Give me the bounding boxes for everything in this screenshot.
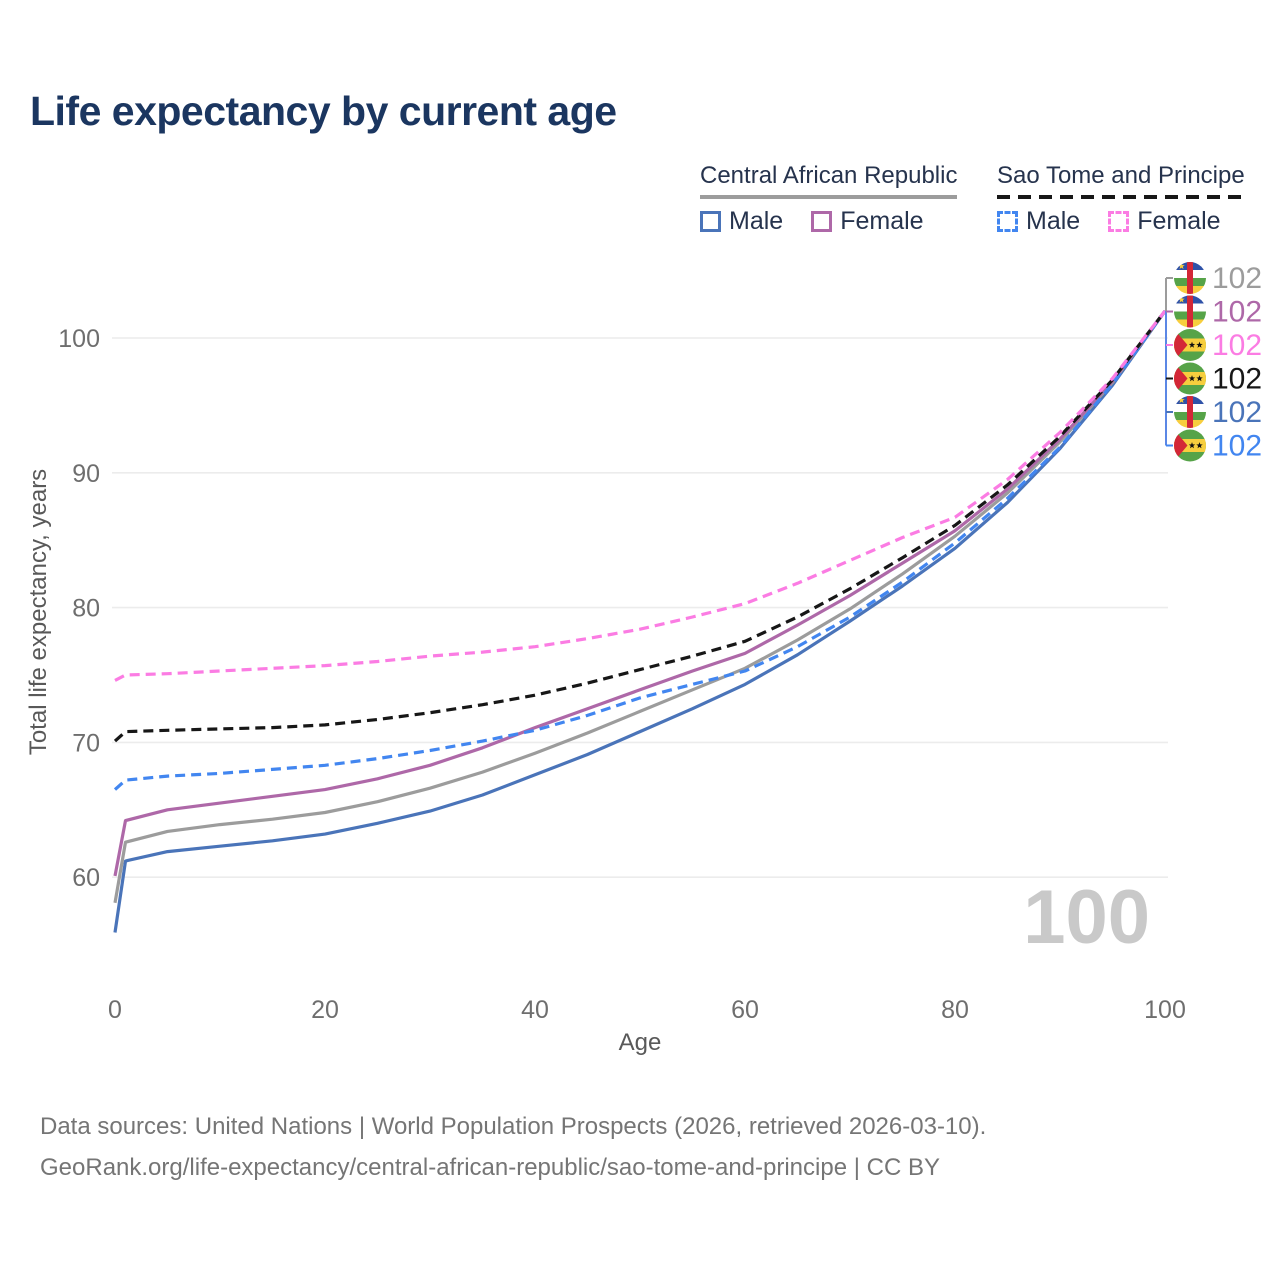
y-tick-70: 70 bbox=[72, 729, 100, 757]
legend-title-sao-tome-and-principe[interactable]: Sao Tome and Principe bbox=[997, 162, 1245, 189]
end-value-car-average: 102 bbox=[1212, 262, 1262, 295]
legend-underline-solid bbox=[700, 195, 958, 199]
x-tick-100: 100 bbox=[1144, 996, 1186, 1024]
legend-items-car: Male Female bbox=[700, 207, 957, 236]
car-flag-icon bbox=[1174, 296, 1206, 328]
series-line-car-male[interactable] bbox=[113, 310, 1167, 933]
end-label-stp-female[interactable]: 102 bbox=[1174, 329, 1262, 362]
series-lines bbox=[113, 310, 1167, 933]
legend-label-car-male: Male bbox=[729, 207, 784, 235]
legend-items-stp: Male Female bbox=[997, 207, 1245, 236]
y-axis-title: Total life expectancy, years bbox=[25, 469, 52, 755]
georank-url-line: GeoRank.org/life-expectancy/central-afri… bbox=[40, 1154, 940, 1181]
legend-label-stp-male: Male bbox=[1026, 207, 1081, 235]
y-tick-80: 80 bbox=[72, 595, 100, 623]
x-tick-40: 40 bbox=[521, 996, 549, 1024]
leader-lines bbox=[1165, 277, 1173, 447]
y-tick-90: 90 bbox=[72, 460, 100, 488]
x-tick-0: 0 bbox=[108, 996, 122, 1024]
legend-label-car-female: Female bbox=[840, 207, 924, 235]
car-flag-icon bbox=[1174, 396, 1206, 428]
series-line-stp-male[interactable] bbox=[113, 310, 1167, 791]
series-line-stp-average[interactable] bbox=[113, 310, 1167, 743]
end-label-car-female[interactable]: 102 bbox=[1174, 295, 1262, 329]
car-flag-icon bbox=[1174, 262, 1206, 294]
legend-label-stp-female: Female bbox=[1137, 207, 1221, 235]
stp-flag-icon bbox=[1174, 430, 1206, 462]
x-tick-20: 20 bbox=[311, 996, 339, 1024]
series-line-car-average[interactable] bbox=[113, 310, 1167, 904]
end-value-stp-male: 102 bbox=[1212, 430, 1262, 463]
data-sources-line: Data sources: United Nations | World Pop… bbox=[40, 1113, 987, 1140]
legend-item-car-female[interactable]: Female bbox=[811, 207, 924, 236]
end-value-stp-female: 102 bbox=[1212, 329, 1262, 362]
legend-item-stp-female[interactable]: Female bbox=[1108, 207, 1221, 236]
legend-item-stp-male[interactable]: Male bbox=[997, 207, 1080, 236]
legend-swatch-stp-male bbox=[997, 211, 1018, 232]
source-attribution: Data sources: United Nations | World Pop… bbox=[40, 1106, 986, 1188]
x-tick-80: 80 bbox=[941, 996, 969, 1024]
legend-swatch-car-female bbox=[811, 211, 833, 232]
x-axis-title: Age bbox=[619, 1029, 662, 1056]
legend-underline-dashed bbox=[997, 195, 1245, 199]
x-tick-60: 60 bbox=[731, 996, 759, 1024]
legend-swatch-car-male bbox=[700, 211, 721, 232]
watermark-age-100: 100 bbox=[1023, 875, 1150, 960]
end-value-car-female: 102 bbox=[1212, 296, 1262, 329]
legend-swatch-stp-female bbox=[1108, 211, 1130, 232]
page-title: Life expectancy by current age bbox=[30, 88, 617, 134]
stp-flag-icon bbox=[1174, 363, 1206, 395]
end-label-car-average[interactable]: 102 bbox=[1174, 262, 1262, 295]
series-line-stp-female[interactable] bbox=[114, 310, 1167, 682]
legend-item-car-male[interactable]: Male bbox=[700, 207, 783, 236]
end-label-stp-male[interactable]: 102 bbox=[1174, 429, 1262, 463]
gridlines bbox=[112, 337, 1168, 879]
axis-labels: 60 70 80 90 100 0 20 40 60 80 100 Age Total life exp… bbox=[25, 325, 1186, 1056]
legend-group-sao-tome-and-principe[interactable]: Sao Tome and Principe Male Female bbox=[997, 162, 1245, 236]
y-tick-60: 60 bbox=[72, 864, 100, 892]
series-line-car-female[interactable] bbox=[113, 310, 1167, 877]
end-value-stp-average: 102 bbox=[1212, 363, 1262, 396]
legend-group-central-african-republic[interactable]: Central African Republic Male Female bbox=[700, 162, 958, 236]
stp-flag-icon bbox=[1174, 329, 1206, 361]
legend-title-central-african-republic[interactable]: Central African Republic bbox=[700, 162, 958, 189]
y-tick-100: 100 bbox=[58, 325, 100, 353]
end-label-stp-average[interactable]: 102 bbox=[1174, 362, 1262, 396]
end-label-car-male[interactable]: 102 bbox=[1174, 396, 1262, 429]
end-value-car-male: 102 bbox=[1212, 396, 1262, 429]
